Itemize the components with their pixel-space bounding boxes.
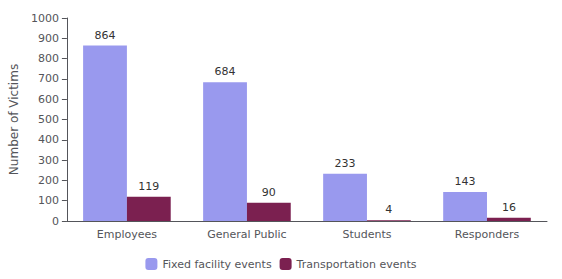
svg-text:500: 500 — [38, 113, 59, 126]
svg-text:Responders: Responders — [455, 228, 520, 241]
svg-text:Fixed facility events: Fixed facility events — [162, 258, 271, 271]
svg-text:0: 0 — [52, 215, 59, 228]
svg-text:90: 90 — [262, 186, 276, 199]
svg-text:Students: Students — [342, 228, 391, 241]
svg-text:800: 800 — [38, 52, 59, 65]
svg-text:Employees: Employees — [97, 228, 157, 241]
svg-text:900: 900 — [38, 32, 59, 45]
svg-text:300: 300 — [38, 154, 59, 167]
svg-text:Number of Victims: Number of Victims — [7, 64, 21, 175]
svg-text:864: 864 — [95, 29, 116, 42]
svg-text:4: 4 — [385, 203, 392, 216]
svg-text:1000: 1000 — [31, 12, 59, 25]
svg-text:233: 233 — [335, 157, 356, 170]
svg-text:400: 400 — [38, 133, 59, 146]
svg-text:General Public: General Public — [207, 228, 286, 241]
svg-text:684: 684 — [215, 65, 236, 78]
svg-text:100: 100 — [38, 194, 59, 207]
svg-text:200: 200 — [38, 174, 59, 187]
svg-text:Transportation events: Transportation events — [296, 258, 417, 271]
svg-text:16: 16 — [502, 201, 516, 214]
svg-text:700: 700 — [38, 72, 59, 85]
svg-text:119: 119 — [138, 180, 159, 193]
svg-text:143: 143 — [455, 175, 476, 188]
svg-text:600: 600 — [38, 93, 59, 106]
